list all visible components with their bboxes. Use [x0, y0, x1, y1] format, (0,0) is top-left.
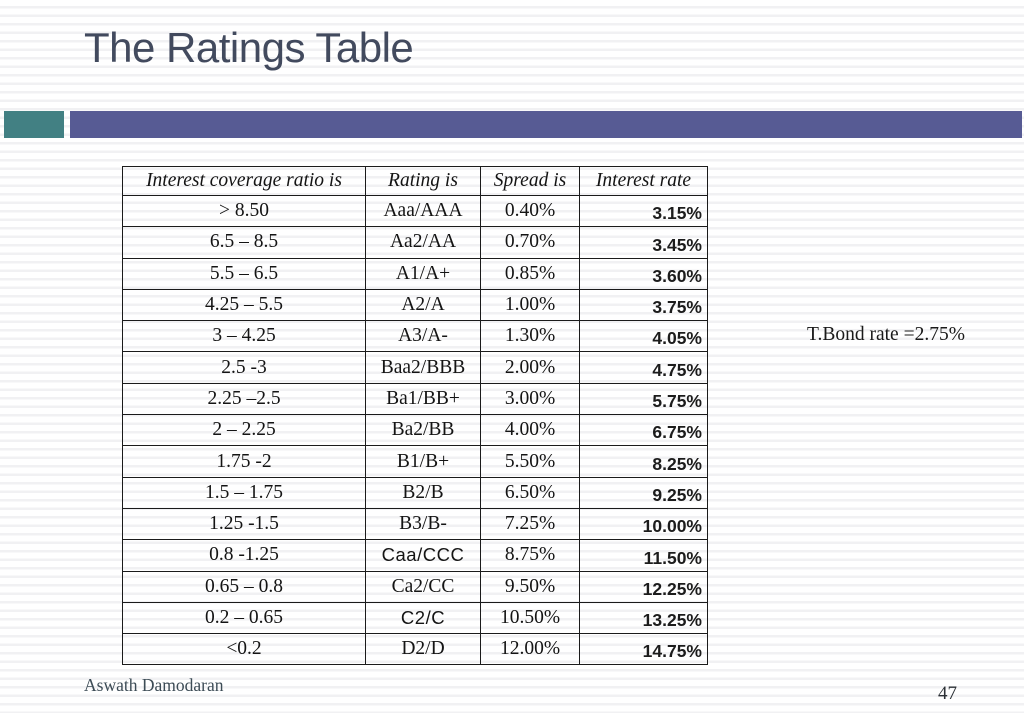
- table-row: 0.8 -1.25 Caa/CCC 8.75% 11.50%: [122, 539, 708, 572]
- table-row: 0.2 – 0.65 C2/C 10.50% 13.25%: [122, 601, 708, 635]
- cell-spread: 0.70%: [480, 226, 580, 259]
- cell-coverage-ratio: 4.25 – 5.5: [122, 288, 366, 322]
- cell-rating: A2/A: [365, 288, 481, 322]
- ratings-table-body: > 8.50 Aaa/AAA 0.40% 3.15% 6.5 – 8.5 Aa2/AA 0.…: [122, 194, 708, 666]
- cell-coverage-ratio: 0.2 – 0.65: [122, 601, 366, 635]
- cell-rating: Caa/CCC: [365, 539, 481, 572]
- cell-coverage-ratio: 2.5 -3: [122, 351, 366, 384]
- cell-rating: Aaa/AAA: [365, 194, 481, 228]
- cell-rating: Ba2/BB: [365, 414, 481, 447]
- slide-title: The Ratings Table: [84, 24, 414, 71]
- table-row: 6.5 – 8.5 Aa2/AA 0.70% 3.45%: [122, 226, 708, 259]
- cell-rating: Baa2/BBB: [365, 351, 481, 384]
- cell-spread: 7.25%: [480, 507, 580, 541]
- cell-interest-rate: 3.75%: [579, 288, 708, 322]
- cell-interest-rate: 11.50%: [579, 539, 708, 572]
- cell-spread: 0.40%: [480, 194, 580, 228]
- cell-coverage-ratio: 1.5 – 1.75: [122, 476, 366, 509]
- ratings-table: Interest coverage ratio is Rating is Spr…: [122, 166, 708, 666]
- column-header-interest-coverage: Interest coverage ratio is: [122, 166, 366, 196]
- cell-spread: 6.50%: [480, 476, 580, 509]
- cell-coverage-ratio: 2 – 2.25: [122, 414, 366, 447]
- cell-spread: 12.00%: [480, 633, 580, 666]
- cell-interest-rate: 14.75%: [579, 633, 708, 666]
- cell-coverage-ratio: 0.65 – 0.8: [122, 570, 366, 603]
- table-row: 0.65 – 0.8 Ca2/CC 9.50% 12.25%: [122, 570, 708, 603]
- cell-rating: D2/D: [365, 633, 481, 666]
- table-row: 2 – 2.25 Ba2/BB 4.00% 6.75%: [122, 414, 708, 447]
- table-row: 1.25 -1.5 B3/B- 7.25% 10.00%: [122, 507, 708, 541]
- cell-coverage-ratio: 1.75 -2: [122, 445, 366, 478]
- teal-accent-bar: [4, 111, 64, 138]
- table-row: 4.25 – 5.5 A2/A 1.00% 3.75%: [122, 288, 708, 322]
- cell-spread: 9.50%: [480, 570, 580, 603]
- cell-rating: A3/A-: [365, 320, 481, 353]
- cell-spread: 1.00%: [480, 288, 580, 322]
- cell-interest-rate: 6.75%: [579, 414, 708, 447]
- column-header-spread: Spread is: [480, 166, 580, 196]
- cell-rating: B3/B-: [365, 507, 481, 541]
- cell-spread: 10.50%: [480, 601, 580, 635]
- cell-rating: Ba1/BB+: [365, 382, 481, 416]
- cell-interest-rate: 3.15%: [579, 194, 708, 228]
- cell-coverage-ratio: > 8.50: [122, 194, 366, 228]
- cell-interest-rate: 13.25%: [579, 601, 708, 635]
- cell-interest-rate: 10.00%: [579, 507, 708, 541]
- footer-author: Aswath Damodaran: [84, 675, 224, 695]
- cell-rating: B2/B: [365, 476, 481, 509]
- cell-spread: 1.30%: [480, 320, 580, 353]
- cell-spread: 2.00%: [480, 351, 580, 384]
- cell-interest-rate: 8.25%: [579, 445, 708, 478]
- column-header-rating: Rating is: [365, 166, 481, 196]
- cell-coverage-ratio: 3 – 4.25: [122, 320, 366, 353]
- table-row: > 8.50 Aaa/AAA 0.40% 3.15%: [122, 194, 708, 228]
- cell-interest-rate: 9.25%: [579, 476, 708, 509]
- cell-interest-rate: 12.25%: [579, 570, 708, 603]
- cell-interest-rate: 4.05%: [579, 320, 708, 353]
- cell-coverage-ratio: 6.5 – 8.5: [122, 226, 366, 259]
- table-row: 2.25 –2.5 Ba1/BB+ 3.00% 5.75%: [122, 382, 708, 416]
- purple-accent-bar: [70, 111, 1022, 138]
- cell-coverage-ratio: 1.25 -1.5: [122, 507, 366, 541]
- cell-coverage-ratio: <0.2: [122, 633, 366, 666]
- cell-interest-rate: 5.75%: [579, 382, 708, 416]
- cell-spread: 5.50%: [480, 445, 580, 478]
- tbond-rate-note: T.Bond rate =2.75%: [807, 324, 965, 345]
- table-row: 3 – 4.25 A3/A- 1.30% 4.05%: [122, 320, 708, 353]
- cell-interest-rate: 3.45%: [579, 226, 708, 259]
- table-row: 5.5 – 6.5 A1/A+ 0.85% 3.60%: [122, 257, 708, 290]
- cell-rating: C2/C: [365, 601, 481, 635]
- cell-spread: 3.00%: [480, 382, 580, 416]
- table-row: 1.75 -2 B1/B+ 5.50% 8.25%: [122, 445, 708, 478]
- cell-rating: B1/B+: [365, 445, 481, 478]
- table-header-row: Interest coverage ratio is Rating is Spr…: [122, 166, 708, 196]
- table-row: <0.2 D2/D 12.00% 14.75%: [122, 633, 708, 666]
- cell-coverage-ratio: 0.8 -1.25: [122, 539, 366, 572]
- cell-rating: Aa2/AA: [365, 226, 481, 259]
- page-number: 47: [938, 683, 957, 704]
- cell-spread: 0.85%: [480, 257, 580, 290]
- cell-interest-rate: 4.75%: [579, 351, 708, 384]
- table-row: 1.5 – 1.75 B2/B 6.50% 9.25%: [122, 476, 708, 509]
- table-row: 2.5 -3 Baa2/BBB 2.00% 4.75%: [122, 351, 708, 384]
- cell-rating: Ca2/CC: [365, 570, 481, 603]
- cell-coverage-ratio: 2.25 –2.5: [122, 382, 366, 416]
- cell-spread: 8.75%: [480, 539, 580, 572]
- cell-rating: A1/A+: [365, 257, 481, 290]
- column-header-interest-rate: Interest rate: [579, 166, 708, 196]
- cell-coverage-ratio: 5.5 – 6.5: [122, 257, 366, 290]
- cell-interest-rate: 3.60%: [579, 257, 708, 290]
- cell-spread: 4.00%: [480, 414, 580, 447]
